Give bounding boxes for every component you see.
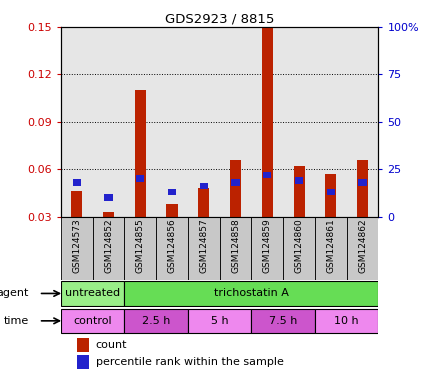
FancyBboxPatch shape [251, 308, 314, 333]
FancyBboxPatch shape [61, 217, 92, 280]
Text: GSM124852: GSM124852 [104, 218, 113, 273]
FancyBboxPatch shape [187, 217, 219, 280]
Bar [283, 27, 314, 217]
Text: time: time [4, 316, 29, 326]
Text: count: count [95, 340, 127, 350]
Bar [166, 204, 177, 217]
Bar [325, 174, 335, 217]
Bar [261, 27, 272, 217]
FancyBboxPatch shape [314, 308, 378, 333]
Text: trichostatin A: trichostatin A [214, 288, 288, 298]
Bar [103, 212, 114, 217]
Title: GDS2923 / 8815: GDS2923 / 8815 [164, 13, 274, 26]
Bar [293, 166, 304, 217]
Bar [294, 177, 302, 184]
Bar [219, 27, 251, 217]
FancyBboxPatch shape [124, 281, 378, 306]
Text: untreated: untreated [65, 288, 120, 298]
Text: GSM124573: GSM124573 [72, 218, 81, 273]
Bar [358, 179, 366, 185]
Bar [356, 160, 367, 217]
Bar [199, 183, 207, 189]
Bar [263, 172, 271, 178]
Bar [71, 191, 82, 217]
Text: GSM124860: GSM124860 [294, 218, 303, 273]
Bar [156, 27, 187, 217]
Bar [187, 27, 219, 217]
Bar [104, 194, 112, 201]
Bar [168, 189, 176, 195]
Bar [77, 338, 89, 352]
Bar [135, 90, 145, 217]
Text: 10 h: 10 h [334, 316, 358, 326]
Bar [314, 27, 346, 217]
FancyBboxPatch shape [92, 217, 124, 280]
FancyBboxPatch shape [219, 217, 251, 280]
Text: GSM124857: GSM124857 [199, 218, 208, 273]
Text: 2.5 h: 2.5 h [141, 316, 170, 326]
Bar [136, 175, 144, 182]
FancyBboxPatch shape [346, 217, 378, 280]
Text: GSM124856: GSM124856 [167, 218, 176, 273]
Bar [230, 160, 240, 217]
FancyBboxPatch shape [61, 281, 124, 306]
Bar [61, 27, 92, 217]
Text: GSM124862: GSM124862 [357, 218, 366, 273]
Bar [251, 27, 283, 217]
Bar [346, 27, 378, 217]
Text: GSM124855: GSM124855 [135, 218, 145, 273]
FancyBboxPatch shape [283, 217, 314, 280]
Bar [326, 189, 334, 195]
Text: GSM124859: GSM124859 [262, 218, 271, 273]
Text: control: control [73, 316, 112, 326]
FancyBboxPatch shape [156, 217, 187, 280]
Bar [72, 179, 81, 185]
Bar [231, 179, 239, 185]
Bar [198, 188, 209, 217]
FancyBboxPatch shape [61, 308, 124, 333]
Bar [77, 356, 89, 369]
Bar [124, 27, 156, 217]
FancyBboxPatch shape [251, 217, 283, 280]
Text: GSM124861: GSM124861 [326, 218, 335, 273]
FancyBboxPatch shape [187, 308, 251, 333]
Text: GSM124858: GSM124858 [230, 218, 240, 273]
Bar [92, 27, 124, 217]
Text: 7.5 h: 7.5 h [268, 316, 297, 326]
FancyBboxPatch shape [124, 217, 156, 280]
Text: 5 h: 5 h [210, 316, 228, 326]
FancyBboxPatch shape [314, 217, 346, 280]
Text: agent: agent [0, 288, 29, 298]
FancyBboxPatch shape [124, 308, 187, 333]
Text: percentile rank within the sample: percentile rank within the sample [95, 357, 283, 367]
